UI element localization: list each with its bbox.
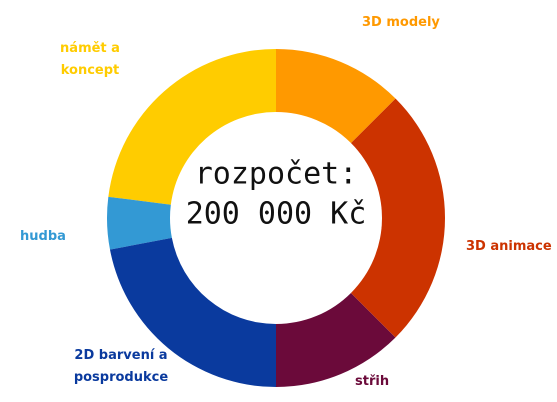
legend-label: 2D barvení a posprodukce (73, 348, 169, 385)
segment (350, 98, 445, 338)
legend-label: hudba (20, 229, 66, 244)
center-text: 200 000 Kč (186, 197, 367, 232)
segment (109, 237, 276, 387)
segment (108, 49, 277, 205)
legend-label: námět a koncept (60, 41, 120, 78)
segment (276, 292, 396, 387)
center-text: rozpočet: (195, 157, 358, 192)
segment (276, 49, 396, 144)
segment (107, 196, 172, 250)
legend-label: 3D modely (362, 15, 440, 30)
legend-label: střih (355, 374, 390, 389)
legend-label: 3D animace (466, 239, 552, 254)
